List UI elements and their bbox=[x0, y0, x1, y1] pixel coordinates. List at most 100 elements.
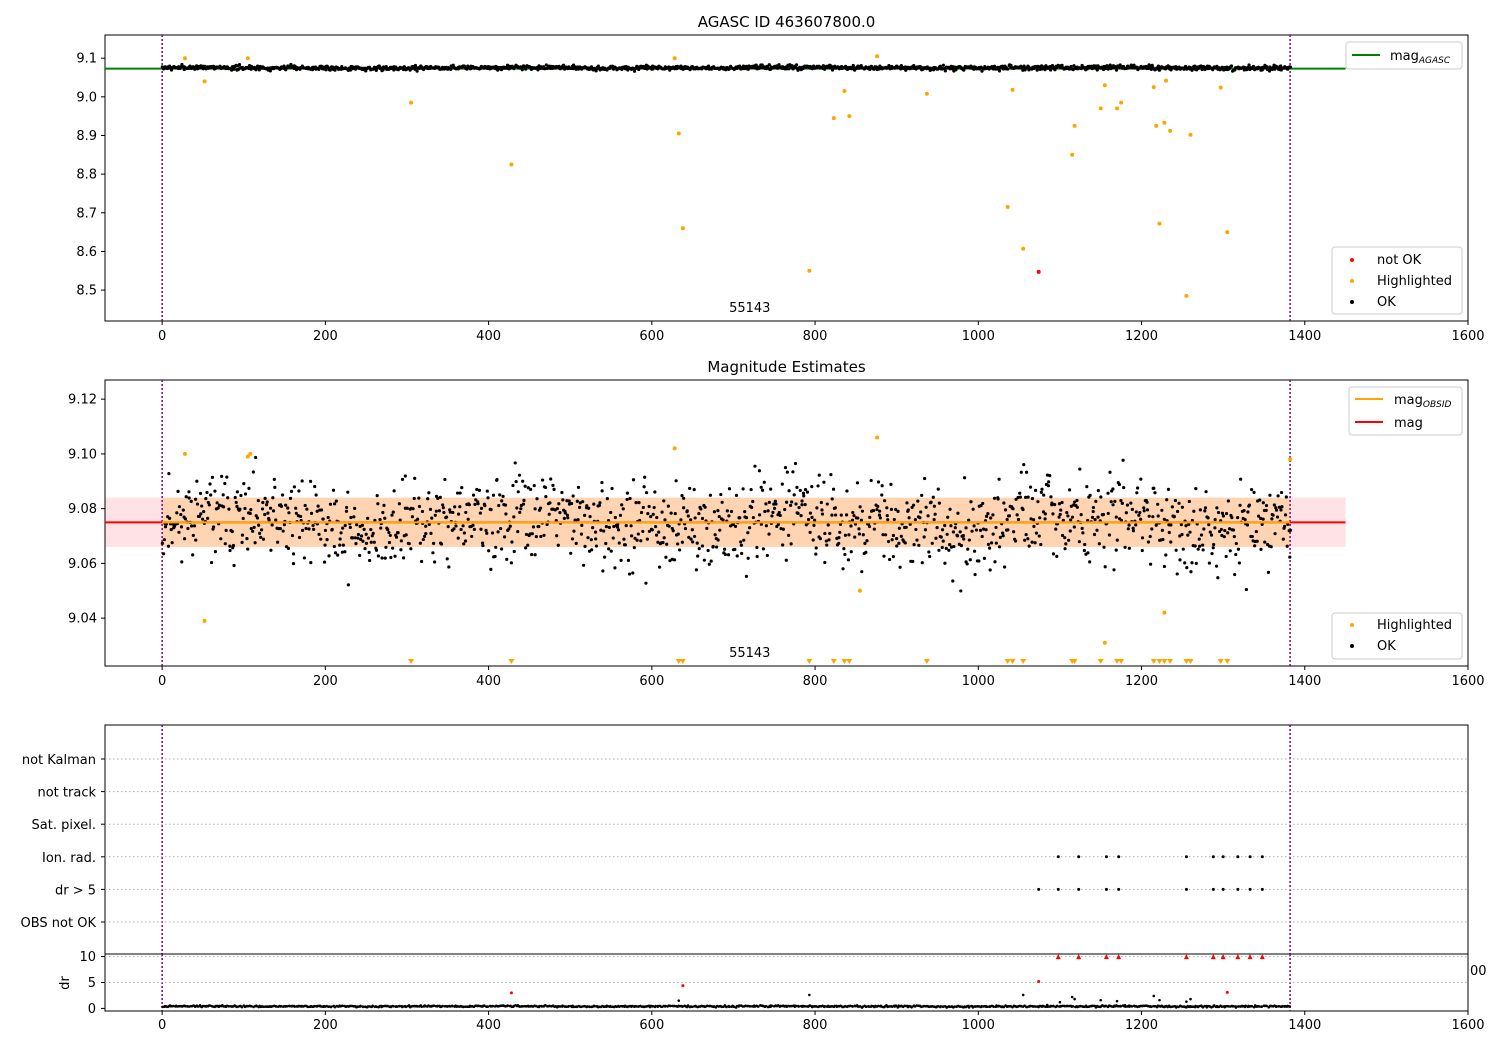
legend-marker bbox=[1350, 300, 1354, 304]
ok-point bbox=[680, 540, 684, 544]
ok-point bbox=[512, 549, 516, 554]
dr-point bbox=[483, 1004, 486, 1008]
y-tick-label: 9.0 bbox=[76, 90, 97, 105]
ok-point bbox=[201, 517, 205, 521]
flag-row-label: not Kalman bbox=[22, 753, 96, 768]
ok-point bbox=[767, 500, 771, 504]
ok-point bbox=[370, 534, 374, 538]
ok-point bbox=[460, 485, 464, 490]
ok-point bbox=[662, 536, 666, 540]
ok-point bbox=[1279, 508, 1283, 512]
ok-point bbox=[512, 515, 516, 519]
ok-point bbox=[778, 513, 782, 518]
ok-point bbox=[537, 524, 541, 529]
ok-point bbox=[1122, 485, 1126, 490]
y-tick-label: 8.6 bbox=[76, 245, 97, 260]
ok-point bbox=[261, 500, 265, 505]
ok-point bbox=[808, 530, 812, 534]
ok-point bbox=[1210, 551, 1214, 556]
dr-point bbox=[1232, 1004, 1235, 1008]
ok-point bbox=[849, 524, 853, 528]
ok-point bbox=[300, 479, 304, 483]
ok-point bbox=[612, 524, 616, 529]
ok-point bbox=[1254, 529, 1258, 534]
ok-point bbox=[1202, 527, 1206, 531]
ok-point bbox=[1039, 490, 1043, 494]
ok-point bbox=[1070, 515, 1075, 519]
ok-point bbox=[180, 560, 184, 564]
ok-point bbox=[1152, 486, 1156, 490]
ok-point bbox=[981, 501, 985, 506]
ok-point bbox=[1106, 67, 1110, 71]
flag-point bbox=[1104, 887, 1108, 891]
ok-point bbox=[600, 480, 604, 485]
ok-point bbox=[757, 469, 762, 473]
ok-point bbox=[254, 455, 258, 460]
ok-point bbox=[680, 493, 684, 498]
legend-label-subscript: AGASC bbox=[1418, 56, 1451, 66]
ok-point bbox=[351, 536, 355, 540]
ok-point bbox=[346, 490, 350, 494]
ok-point bbox=[1040, 487, 1044, 491]
ok-point bbox=[1156, 514, 1160, 518]
ok-point bbox=[313, 484, 317, 489]
ok-point bbox=[884, 533, 888, 537]
ok-point bbox=[1160, 528, 1164, 532]
x-tick-label: 1400 bbox=[1288, 674, 1321, 689]
ok-point bbox=[410, 515, 415, 519]
ok-point bbox=[257, 523, 261, 527]
ok-point bbox=[920, 561, 924, 565]
y-tick-label: 9.08 bbox=[68, 502, 97, 517]
dr-point bbox=[1049, 1004, 1053, 1008]
dr-point bbox=[593, 1004, 596, 1008]
ok-point bbox=[922, 535, 926, 539]
ok-point bbox=[1022, 463, 1026, 467]
ok-point bbox=[394, 535, 399, 539]
ok-point bbox=[1049, 68, 1053, 72]
ok-point bbox=[1238, 503, 1242, 507]
ok-point bbox=[574, 541, 578, 545]
ok-point bbox=[814, 552, 818, 556]
ok-point bbox=[639, 539, 643, 543]
ok-point bbox=[781, 543, 785, 547]
ok-point bbox=[624, 524, 628, 528]
ok-point bbox=[206, 500, 210, 505]
ok-point bbox=[692, 488, 696, 492]
ok-point bbox=[292, 485, 296, 489]
ok-point bbox=[885, 514, 889, 518]
ok-point bbox=[839, 513, 843, 517]
ok-point bbox=[1237, 561, 1241, 565]
ok-point bbox=[1080, 526, 1084, 530]
ok-point bbox=[539, 534, 543, 539]
legend-status: not OK Highlighted OK bbox=[1331, 246, 1463, 315]
ok-point bbox=[717, 514, 721, 519]
ok-point bbox=[535, 497, 539, 501]
ok-point bbox=[653, 490, 657, 494]
ok-point bbox=[601, 569, 605, 573]
ok-point bbox=[984, 514, 989, 518]
ok-point bbox=[911, 559, 915, 564]
ok-point bbox=[473, 502, 477, 506]
highlighted-point bbox=[875, 54, 880, 59]
ok-point bbox=[1272, 503, 1276, 507]
ok-point bbox=[520, 68, 524, 72]
ok-point bbox=[556, 543, 560, 547]
ok-point bbox=[770, 514, 774, 518]
ok-point bbox=[194, 538, 198, 542]
ok-point bbox=[762, 480, 766, 484]
ok-point bbox=[399, 539, 403, 543]
ok-point bbox=[686, 514, 690, 518]
ok-point bbox=[800, 503, 804, 507]
dr-point bbox=[491, 1004, 495, 1008]
ok-point bbox=[269, 548, 273, 552]
highlighted-point bbox=[672, 446, 677, 451]
ok-point bbox=[932, 517, 936, 522]
ok-point bbox=[1207, 561, 1212, 565]
ok-point bbox=[1147, 514, 1151, 518]
ok-point bbox=[538, 506, 543, 510]
ok-point bbox=[479, 506, 484, 511]
ok-point bbox=[989, 541, 994, 545]
ok-point bbox=[1005, 517, 1009, 522]
ok-point bbox=[489, 567, 493, 572]
ok-point bbox=[428, 507, 433, 511]
